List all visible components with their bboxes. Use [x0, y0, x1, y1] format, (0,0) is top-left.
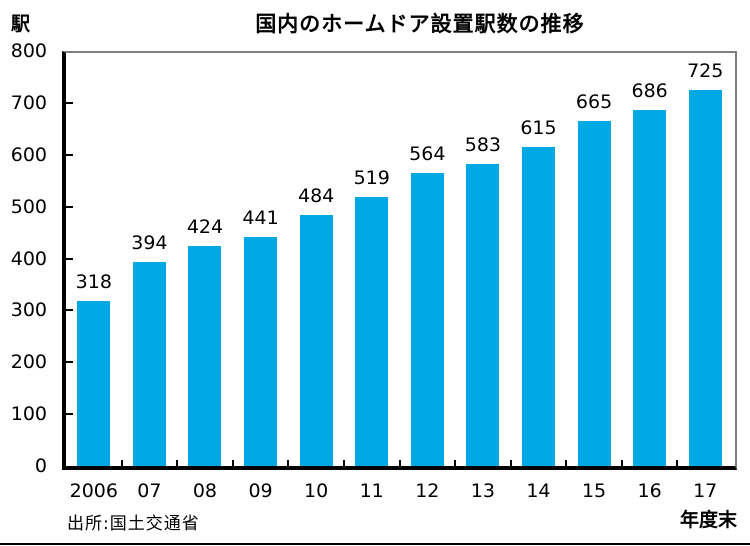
- x-axis-title: 年度末: [679, 509, 737, 531]
- y-tick-label: 0: [34, 455, 47, 477]
- y-tick-mark: [66, 361, 73, 364]
- y-tick-label: 200: [10, 351, 47, 374]
- bottom-divider: [0, 543, 750, 545]
- y-tick-mark: [66, 153, 73, 156]
- x-tick-label: 07: [137, 480, 162, 502]
- y-tick-mark: [66, 413, 73, 416]
- bar-value-label: 686: [631, 80, 668, 103]
- bar-value-label: 318: [75, 271, 112, 294]
- y-tick-label: 700: [10, 91, 47, 114]
- bar-value-label: 424: [186, 216, 224, 239]
- chart-title: 国内のホームドア設置駅数の推移: [255, 12, 585, 36]
- bar: [521, 146, 555, 466]
- x-tick-mark: [342, 460, 345, 466]
- y-tick-label: 100: [10, 403, 47, 426]
- x-tick-label: 10: [304, 480, 329, 502]
- bar-value-label: 394: [131, 231, 168, 254]
- bar-value-label: 564: [409, 143, 446, 166]
- y-tick-label: 300: [10, 299, 47, 322]
- x-tick-label: 16: [637, 480, 662, 502]
- x-tick-mark: [120, 460, 123, 466]
- x-tick-mark: [620, 460, 623, 466]
- x-tick-label: 11: [359, 480, 384, 502]
- source-note: 出所:国土交通省: [67, 514, 200, 534]
- bar: [633, 110, 667, 466]
- bar-value-label: 665: [575, 91, 613, 114]
- x-tick-mark: [176, 460, 179, 466]
- x-tick-mark: [287, 460, 290, 466]
- y-tick-mark: [66, 257, 73, 260]
- bar: [577, 121, 611, 466]
- x-tick-label: 2006: [69, 480, 118, 502]
- x-tick-mark: [231, 460, 234, 466]
- x-tick-label: 09: [248, 480, 273, 502]
- x-tick-label: 15: [581, 480, 607, 502]
- bar: [244, 237, 278, 466]
- bar-value-label: 725: [687, 59, 724, 82]
- x-tick-label: 14: [526, 480, 551, 502]
- y-tick-label: 600: [10, 143, 47, 166]
- x-tick-label: 08: [192, 480, 218, 502]
- y-tick-mark: [66, 309, 73, 312]
- bar: [77, 301, 111, 466]
- bar-value-label: 583: [464, 133, 501, 156]
- bar-value-label: 484: [297, 184, 335, 207]
- x-tick-mark: [509, 460, 512, 466]
- bar: [688, 89, 722, 466]
- x-tick-mark: [454, 460, 457, 466]
- bar-value-label: 441: [242, 207, 279, 230]
- y-tick-label: 800: [10, 40, 47, 62]
- x-tick-label: 17: [693, 480, 718, 502]
- y-tick-label: 400: [10, 247, 47, 270]
- plot-area: [62, 51, 737, 470]
- x-tick-mark: [398, 460, 401, 466]
- bar-value-label: 615: [520, 116, 557, 139]
- bar: [410, 173, 444, 466]
- x-tick-mark: [676, 460, 679, 466]
- bar: [188, 246, 222, 466]
- bar: [466, 163, 500, 466]
- bar: [355, 196, 389, 466]
- y-tick-mark: [66, 205, 73, 208]
- x-tick-mark: [565, 460, 568, 466]
- bar: [299, 214, 333, 466]
- x-tick-label: 13: [470, 480, 495, 502]
- bar: [132, 261, 166, 466]
- y-tick-mark: [66, 101, 73, 104]
- y-tick-label: 500: [10, 195, 47, 218]
- y-axis-unit-label: 駅: [11, 13, 31, 35]
- x-tick-label: 12: [415, 480, 440, 502]
- bar-value-label: 519: [353, 166, 390, 189]
